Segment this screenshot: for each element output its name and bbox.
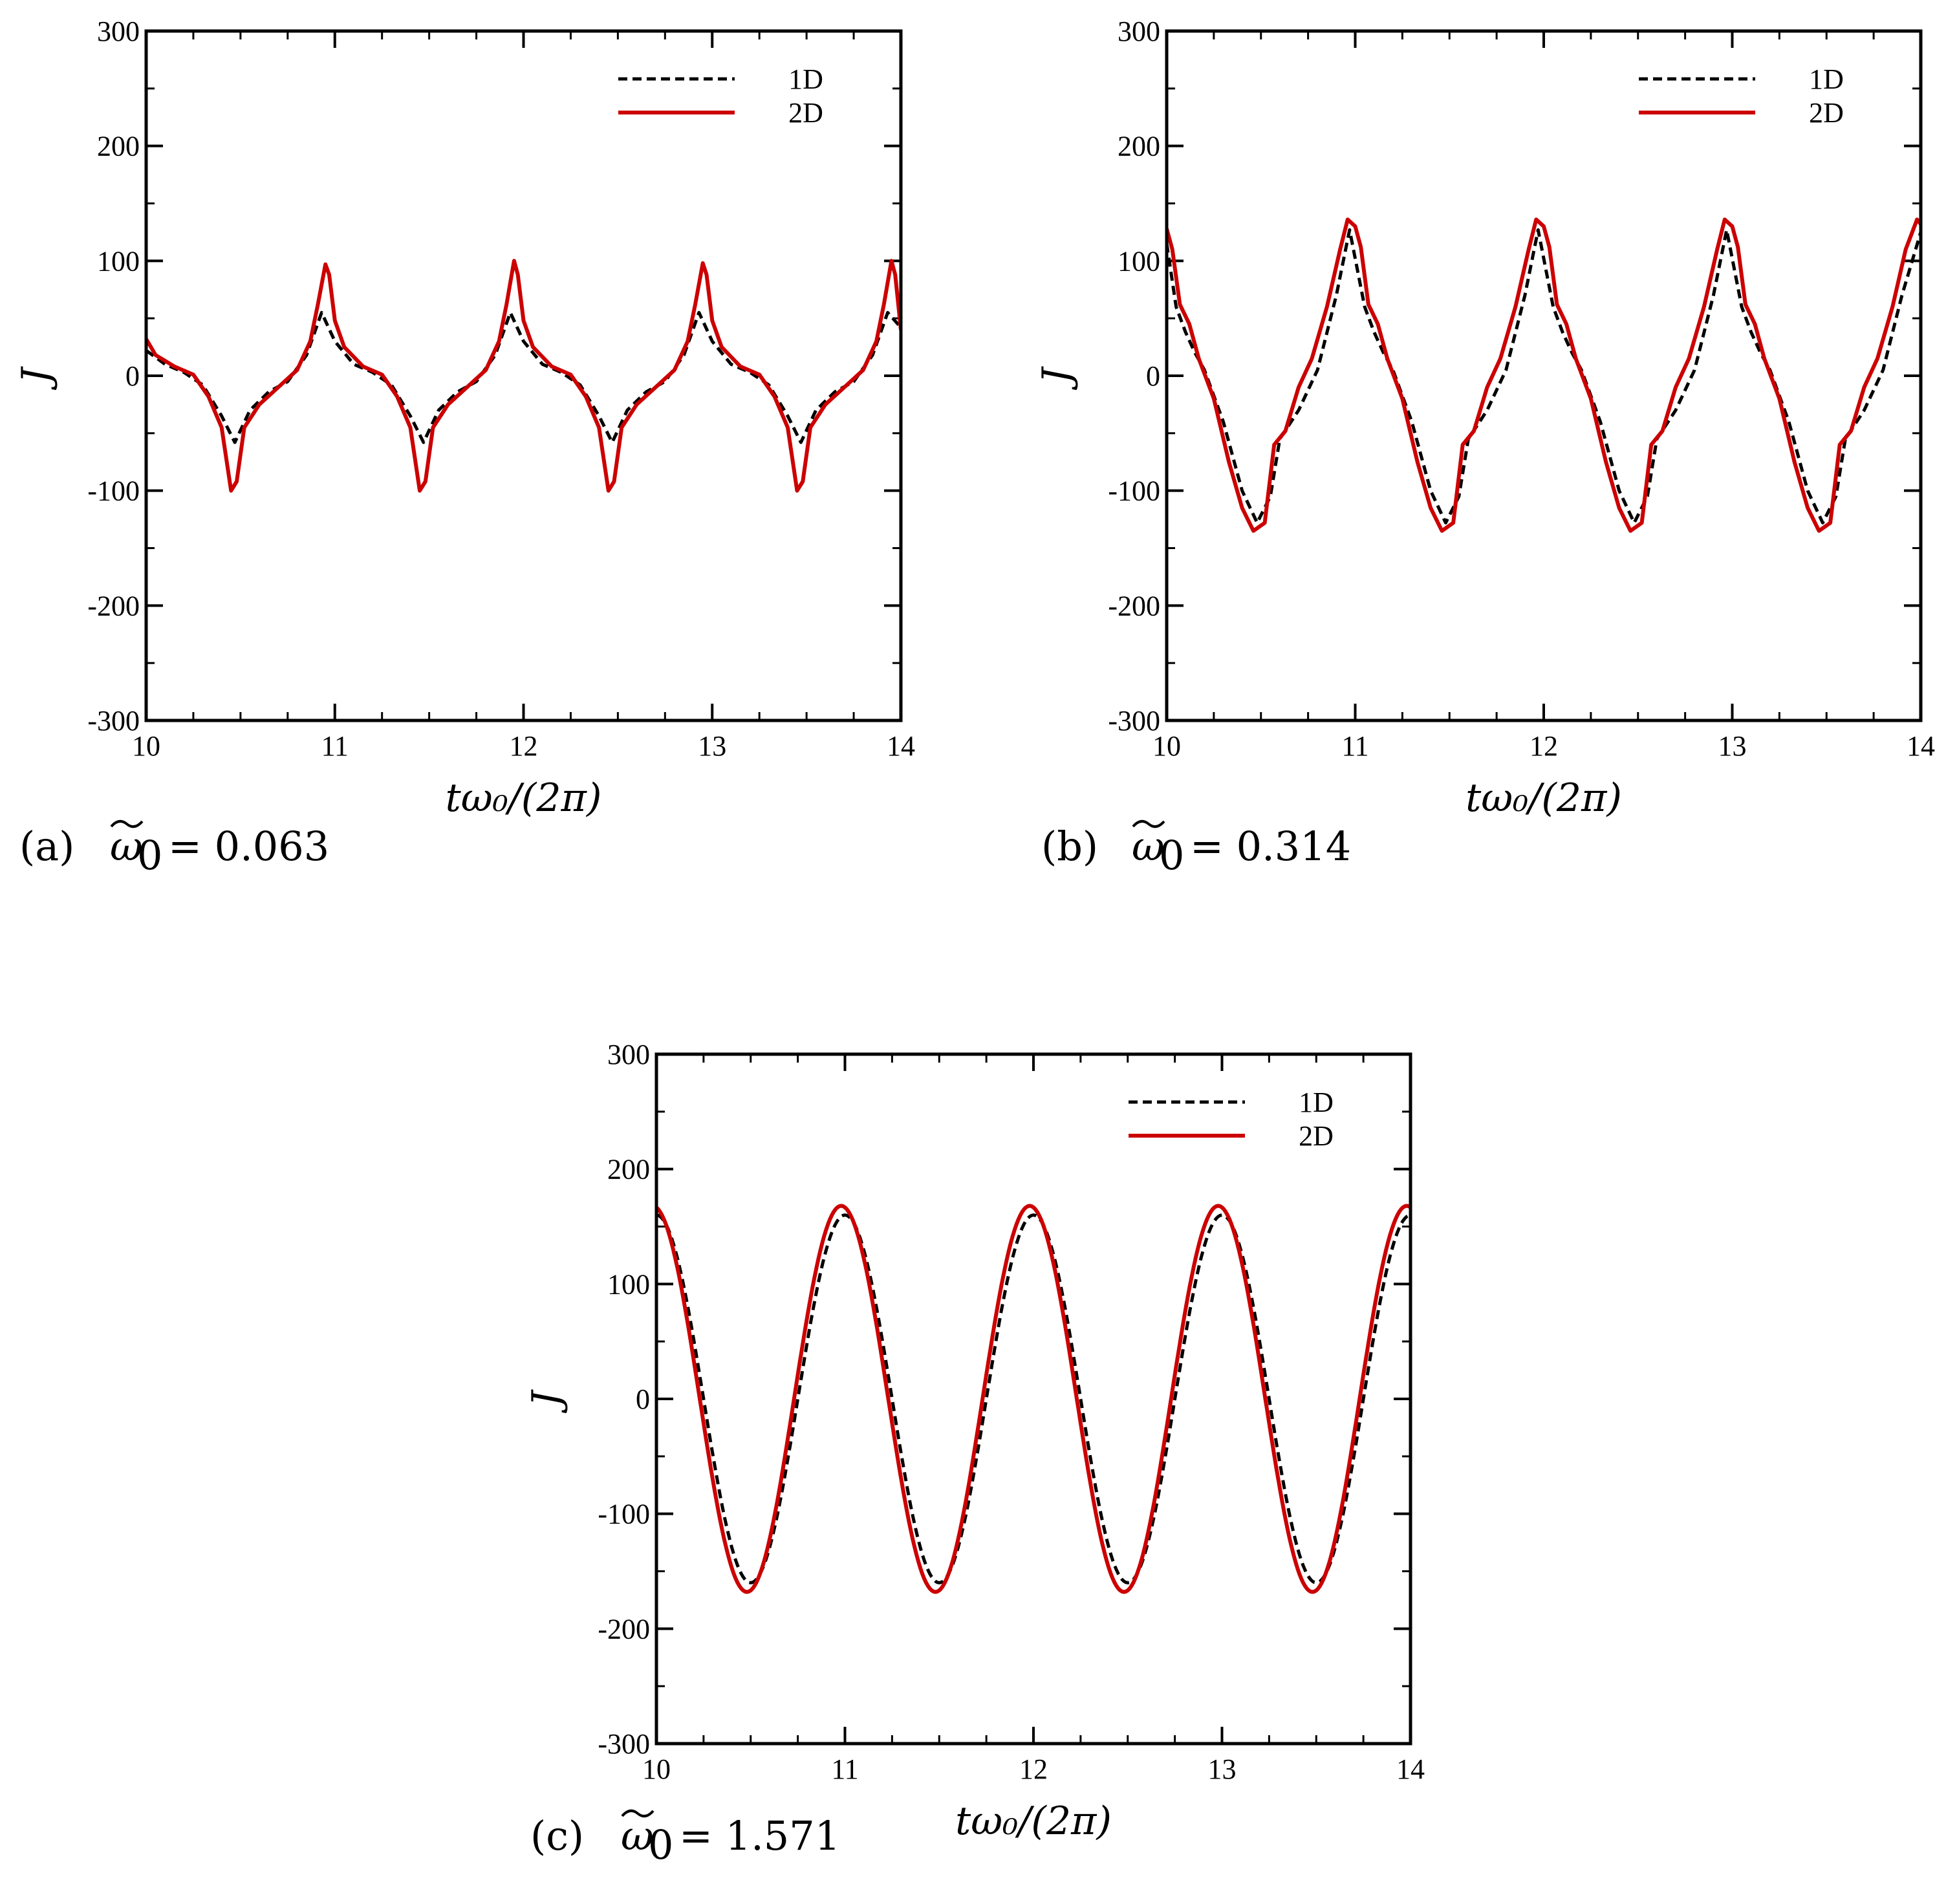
y-tick-label: -200 xyxy=(598,1613,650,1645)
series-line-1D xyxy=(1167,228,1921,525)
omega-symbol: ω xyxy=(621,1812,654,1859)
omega-symbol: ω xyxy=(110,823,143,870)
omega-subscript: 0 xyxy=(1159,832,1184,879)
legend-label-2D: 2D xyxy=(1299,1120,1334,1152)
caption-label: (b) xyxy=(1041,823,1098,870)
tilde-accent xyxy=(1132,819,1165,828)
y-tick-label: 100 xyxy=(1118,245,1160,277)
y-tick-label: -100 xyxy=(87,475,140,507)
x-tick-label: 13 xyxy=(1208,1753,1237,1785)
tilde-accent xyxy=(621,1809,654,1818)
y-tick-label: 100 xyxy=(607,1268,650,1300)
plot-frame xyxy=(144,29,903,722)
y-tick-label: -200 xyxy=(87,590,140,622)
y-tick-label: -100 xyxy=(598,1498,650,1530)
tilde-accent xyxy=(110,819,144,828)
caption-label: (a) xyxy=(19,823,74,870)
caption-value: = 0.063 xyxy=(168,823,329,870)
y-tick-label: -300 xyxy=(87,705,140,737)
x-tick-label: 11 xyxy=(321,730,349,762)
x-tick-label: 11 xyxy=(831,1753,858,1785)
omega-symbol: ω xyxy=(1132,823,1165,870)
legend-label-1D: 1D xyxy=(1299,1087,1334,1118)
series-line-2D xyxy=(1167,217,1921,533)
x-axis-title: tω₀/(2π) xyxy=(955,1799,1112,1844)
x-axis-title: tω₀/(2π) xyxy=(1465,775,1622,821)
panel-caption: (b) ω0 = 0.314 xyxy=(1041,819,1351,879)
x-tick-label: 10 xyxy=(1152,730,1181,762)
y-axis-title: J xyxy=(14,366,59,391)
x-tick-label: 14 xyxy=(887,730,915,762)
x-tick-label: 10 xyxy=(132,730,160,762)
legend-label-2D: 2D xyxy=(1809,97,1844,129)
panel-caption: (a) ω0 = 0.063 xyxy=(19,819,329,879)
y-tick-label: -300 xyxy=(1108,705,1160,737)
x-axis-title: tω₀/(2π) xyxy=(446,775,602,821)
y-tick-label: 200 xyxy=(97,131,140,162)
y-tick-label: 300 xyxy=(607,1039,650,1070)
x-tick-label: 14 xyxy=(1396,1753,1425,1785)
legend-label-2D: 2D xyxy=(788,97,823,129)
omega-subscript: 0 xyxy=(137,832,162,879)
caption-value: = 0.314 xyxy=(1190,823,1351,870)
y-tick-label: -100 xyxy=(1108,475,1160,507)
panel-caption: (c) ω0 = 1.571 xyxy=(530,1809,840,1868)
plot-frame xyxy=(654,1052,1412,1746)
y-tick-label: 0 xyxy=(125,360,140,392)
legend-label-1D: 1D xyxy=(1809,63,1844,95)
caption-value: = 1.571 xyxy=(679,1812,840,1859)
x-tick-label: 10 xyxy=(642,1753,671,1785)
y-tick-label: -300 xyxy=(598,1728,650,1760)
x-tick-label: 12 xyxy=(510,730,538,762)
series-line-1D xyxy=(656,1213,1411,1585)
x-tick-label: 12 xyxy=(1530,730,1558,762)
x-tick-label: 11 xyxy=(1341,730,1368,762)
x-tick-label: 13 xyxy=(698,730,726,762)
series-line-2D xyxy=(146,259,901,493)
y-axis-title: J xyxy=(1034,366,1079,391)
x-tick-label: 12 xyxy=(1019,1753,1048,1785)
y-tick-label: 0 xyxy=(636,1383,650,1415)
omega-subscript: 0 xyxy=(648,1821,673,1868)
y-tick-label: -200 xyxy=(1108,590,1160,622)
plot-frame xyxy=(1165,29,1923,722)
y-tick-label: 200 xyxy=(607,1154,650,1185)
series-line-2D xyxy=(656,1204,1411,1594)
caption-label: (c) xyxy=(530,1812,584,1859)
y-tick-label: 100 xyxy=(97,245,140,277)
y-tick-label: 300 xyxy=(1118,16,1160,47)
y-tick-label: 200 xyxy=(1118,131,1160,162)
legend-label-1D: 1D xyxy=(788,63,823,95)
x-tick-label: 14 xyxy=(1907,730,1935,762)
y-tick-label: 300 xyxy=(97,16,140,47)
y-tick-label: 0 xyxy=(1146,360,1160,392)
y-axis-title: J xyxy=(524,1389,569,1414)
x-tick-label: 13 xyxy=(1718,730,1747,762)
